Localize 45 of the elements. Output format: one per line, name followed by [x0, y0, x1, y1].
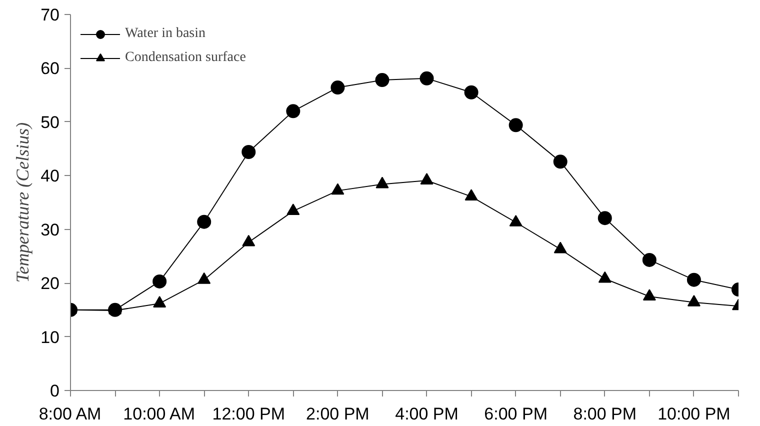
x-tick-label: 10:00 AM	[123, 404, 196, 424]
point	[197, 214, 212, 229]
x-tick-label: 2:00 PM	[306, 404, 370, 424]
point	[642, 252, 656, 267]
point	[376, 176, 389, 188]
point	[331, 183, 344, 195]
point	[509, 214, 522, 226]
y-tick-label: 0	[50, 382, 60, 400]
point	[598, 271, 612, 283]
point	[464, 85, 478, 100]
point	[286, 104, 300, 118]
x-tick-label: 4:00 PM	[395, 404, 458, 424]
point	[553, 154, 568, 169]
point	[375, 73, 390, 88]
y-tick-label: 40	[40, 166, 60, 186]
y-tick-label: 50	[40, 112, 60, 132]
point	[242, 234, 256, 246]
point	[598, 211, 612, 226]
point	[554, 242, 567, 254]
point	[642, 289, 656, 300]
point	[687, 294, 700, 306]
y-axis-title: Temperature (Celsius)	[12, 122, 33, 283]
point	[330, 80, 345, 95]
point	[153, 296, 166, 308]
point	[464, 189, 478, 201]
y-tick-label: 30	[40, 220, 60, 240]
point	[420, 173, 434, 184]
point	[686, 272, 701, 287]
point	[286, 204, 300, 216]
point	[420, 71, 434, 86]
y-tick-label: 20	[40, 274, 60, 294]
y-tick-label: 70	[40, 6, 60, 24]
point	[242, 145, 256, 159]
x-tick-label: 10:00 PM	[658, 404, 730, 424]
x-tick-label: 8:00 PM	[573, 404, 637, 424]
x-tick-label: 12:00 PM	[212, 404, 286, 424]
y-tick-label: 10	[40, 328, 60, 347]
x-tick-label: 8:00 AM	[38, 404, 102, 424]
point	[198, 272, 211, 284]
legend-label: Water in basin	[125, 26, 206, 42]
x-tick-label: 6:00 PM	[484, 404, 548, 424]
point	[152, 274, 167, 288]
legend-label: Condensation surface	[125, 50, 246, 66]
point	[508, 118, 523, 132]
y-tick-label: 60	[40, 59, 60, 78]
